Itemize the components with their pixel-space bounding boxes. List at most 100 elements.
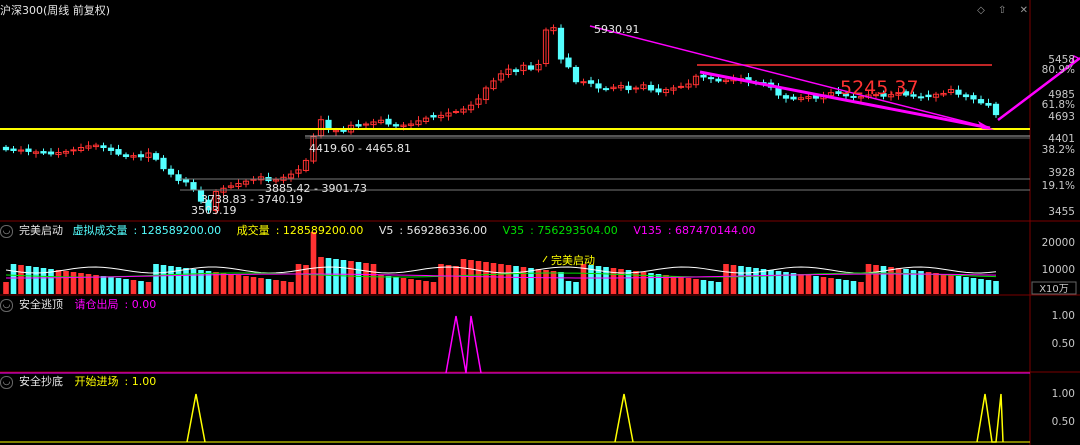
volume-panel-header: ◡ 完美启动 虚拟成交量: 128589200.00 成交量: 128589200…	[0, 223, 762, 239]
volume-bar	[595, 266, 602, 294]
volume-bar	[198, 270, 204, 294]
volume-bar	[543, 270, 549, 294]
volume-bar	[153, 264, 159, 294]
volume-bar	[258, 278, 264, 294]
volume-panel-name: 完美启动	[19, 224, 63, 237]
chart-header: 沪深300(周线 前复权)	[0, 3, 116, 19]
volume-bar	[708, 281, 714, 294]
candle-body	[805, 96, 812, 99]
volume-bar	[648, 273, 654, 294]
bottom-y-tick: 1.00	[1052, 388, 1075, 400]
trend-line-lower	[699, 70, 991, 130]
volume-bar	[993, 281, 999, 294]
candle-body	[655, 88, 662, 93]
candle-body	[917, 96, 925, 99]
volume-bar	[633, 271, 639, 294]
y-axis-tick: 4693	[1048, 111, 1075, 123]
volume-bar	[940, 274, 947, 294]
volume-bar	[228, 274, 234, 294]
candle-body	[790, 96, 797, 100]
candle-body	[287, 173, 295, 179]
collapse-icon[interactable]: ◡	[0, 224, 13, 238]
volume-bar	[955, 276, 962, 294]
volume-bar	[985, 280, 992, 294]
candle-body	[445, 112, 452, 117]
candle-body	[40, 151, 47, 154]
candle-body	[647, 84, 655, 91]
volume-bar	[618, 269, 624, 294]
candle-body	[272, 179, 280, 182]
candle-body	[92, 144, 100, 148]
volume-bar	[138, 281, 144, 294]
collapse-icon[interactable]: ◡	[0, 298, 13, 312]
candle-body	[587, 80, 595, 84]
volume-bar	[355, 262, 362, 294]
volume-bar	[580, 264, 587, 294]
volume-bar	[550, 271, 557, 294]
volume-bar	[378, 275, 384, 294]
big-price-label: 5245.37	[840, 77, 919, 99]
escape-y-tick: 1.00	[1052, 310, 1075, 322]
candle-body	[985, 102, 992, 106]
y-axis-tick: 3455	[1048, 206, 1075, 218]
volume-bar	[475, 261, 482, 294]
candle-body	[355, 124, 362, 127]
candle-body	[505, 68, 512, 76]
candle-body	[310, 136, 317, 162]
candle-body	[175, 174, 182, 181]
volume-bar	[235, 275, 242, 294]
volume-bar	[678, 277, 684, 294]
candle-body	[332, 129, 340, 133]
diamond-icon[interactable]: ◇	[977, 5, 985, 16]
candle-body	[295, 169, 302, 174]
close-icon[interactable]: ✕	[1019, 5, 1028, 16]
volume-bar	[70, 272, 77, 294]
volume-bar	[438, 264, 444, 294]
volume-bar	[843, 280, 849, 294]
candle-body	[385, 118, 392, 125]
candle-body	[160, 157, 167, 170]
volume-bar	[888, 267, 894, 294]
volume-bar	[783, 272, 789, 294]
candle-body	[122, 154, 130, 158]
collapse-icon[interactable]: ◡	[0, 375, 13, 389]
volume-bar	[325, 258, 332, 294]
candle-body	[115, 149, 122, 155]
volume-bar	[250, 277, 257, 294]
volume-bar	[513, 266, 519, 294]
candle-body	[670, 87, 677, 91]
candle-body	[452, 110, 460, 113]
y-axis-tick: 5458	[1048, 54, 1075, 66]
v5-line	[5, 266, 997, 274]
volume-bar	[423, 281, 429, 294]
candle-body	[182, 178, 190, 183]
arrow-up-icon[interactable]: ⇧	[998, 5, 1007, 16]
volume-bar	[738, 266, 744, 294]
candle-body	[535, 63, 542, 71]
volume-bar	[468, 260, 474, 294]
range-label-3885: 3885.42 - 3901.73	[265, 182, 367, 195]
candle-body	[475, 98, 482, 105]
volume-bar	[63, 271, 69, 294]
volume-bar	[25, 266, 32, 294]
volume-bar	[55, 270, 62, 294]
candle-body	[662, 89, 670, 94]
volume-bar	[10, 264, 17, 294]
volume-bar	[573, 282, 579, 294]
candle-body	[797, 97, 805, 101]
candle-body	[520, 64, 527, 72]
candle-body	[62, 150, 70, 154]
candle-body	[10, 148, 17, 151]
candle-body	[902, 91, 910, 96]
volume-bar	[970, 278, 977, 294]
volume-bar	[303, 265, 309, 294]
volume-bar	[408, 279, 414, 294]
candle-body	[895, 92, 902, 96]
volume-bar	[370, 264, 377, 294]
candle-body	[782, 95, 790, 99]
volume-bar	[880, 266, 887, 294]
volume-bar	[640, 272, 647, 294]
volume-bar	[340, 260, 347, 294]
candle-body	[257, 176, 265, 181]
